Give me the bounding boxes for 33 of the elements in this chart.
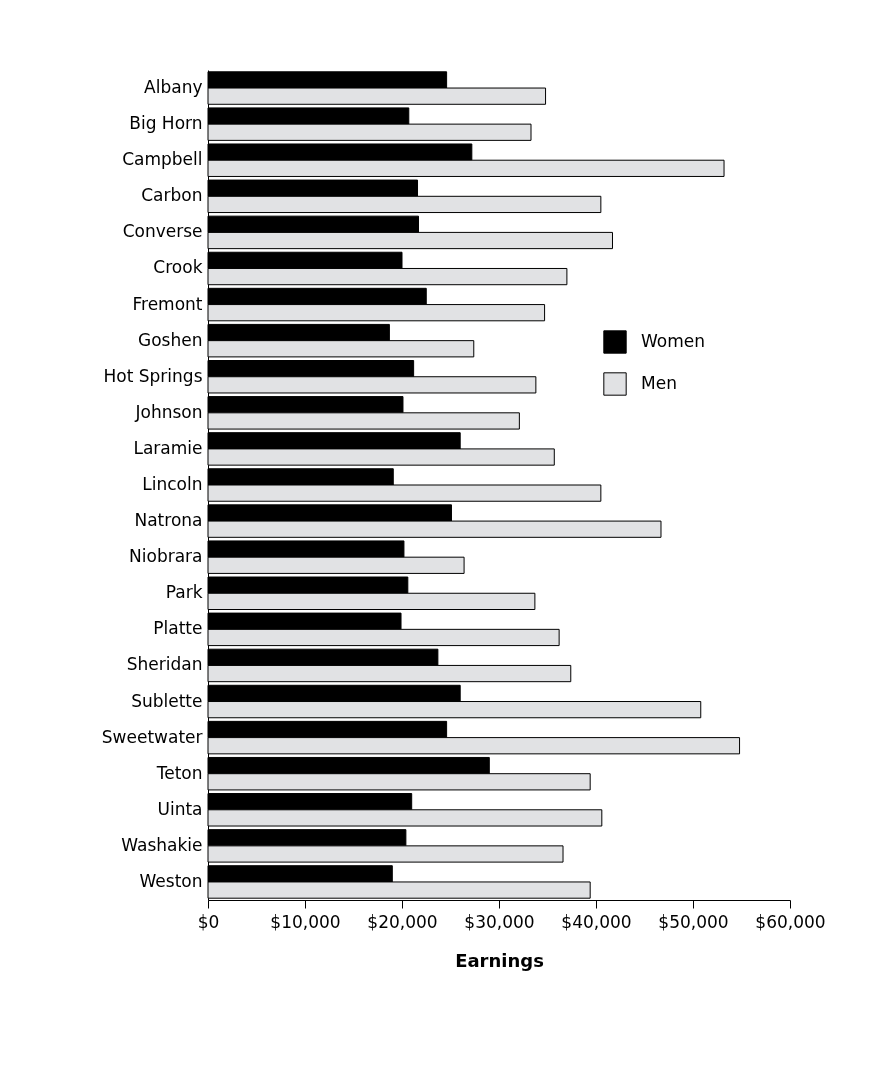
x-axis-title: Earnings bbox=[455, 949, 544, 971]
y-tick-label: Carbon bbox=[141, 185, 203, 206]
x-tick-label: $20,000 bbox=[367, 911, 438, 932]
y-tick-label: Sweetwater bbox=[101, 726, 203, 747]
y-tick-label: Teton bbox=[155, 762, 203, 783]
y-tick-label: Sheridan bbox=[126, 654, 203, 675]
y-tick-label: Natrona bbox=[134, 510, 203, 531]
x-tick-label: $10,000 bbox=[270, 911, 341, 932]
x-tick-label: $40,000 bbox=[561, 911, 632, 932]
x-tick-label: $0 bbox=[197, 911, 220, 932]
legend-label: Women bbox=[641, 331, 706, 351]
x-tick-label: $30,000 bbox=[464, 911, 535, 932]
y-tick-label: Big Horn bbox=[129, 113, 203, 134]
y-tick-label: Lincoln bbox=[142, 474, 203, 494]
y-tick-label: Goshen bbox=[138, 329, 203, 350]
y-tick-label: Uinta bbox=[157, 798, 203, 819]
y-tick-label: Campbell bbox=[122, 149, 203, 170]
y-tick-label: Hot Springs bbox=[103, 365, 203, 386]
y-tick-label: Niobrara bbox=[129, 546, 203, 567]
y-tick-label: Sublette bbox=[131, 690, 203, 711]
x-tick-label: $60,000 bbox=[755, 911, 826, 932]
y-tick-label: Weston bbox=[139, 870, 203, 891]
y-tick-label: Laramie bbox=[133, 437, 203, 458]
x-tick-label: $50,000 bbox=[658, 911, 729, 932]
y-tick-label: Washakie bbox=[121, 834, 203, 855]
y-tick-label: Park bbox=[165, 582, 203, 603]
y-tick-label: Converse bbox=[122, 221, 203, 242]
y-tick-label: Albany bbox=[144, 77, 203, 98]
y-tick-label: Johnson bbox=[134, 401, 203, 422]
y-tick-label: Crook bbox=[153, 257, 203, 278]
y-tick-label: Platte bbox=[153, 618, 203, 639]
legend-label: Men bbox=[641, 373, 677, 393]
y-tick-label: Fremont bbox=[132, 293, 203, 314]
